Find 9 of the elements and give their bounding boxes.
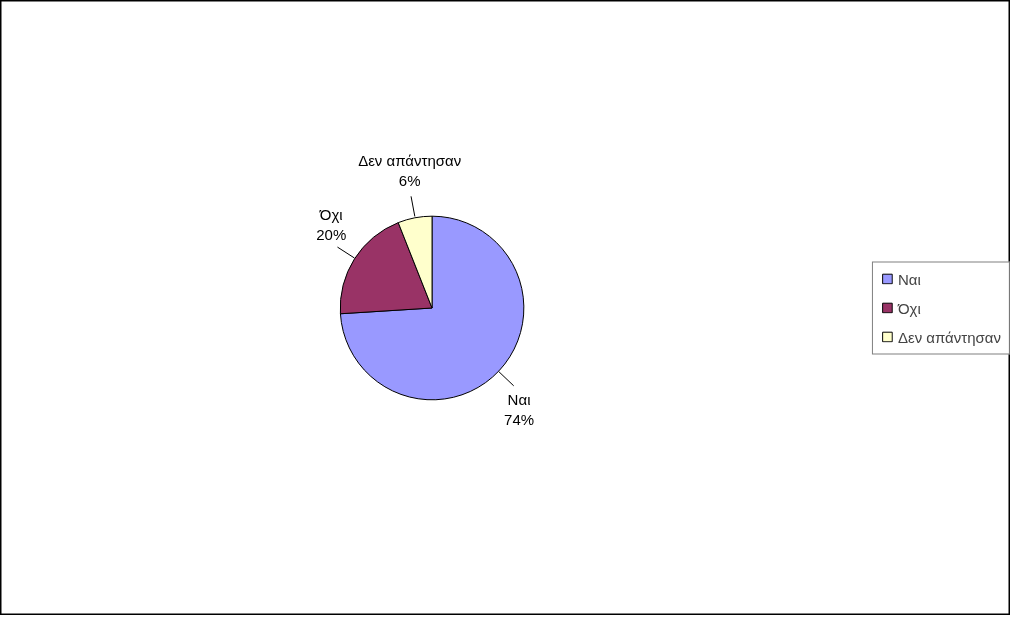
slice-label: Όχι	[318, 205, 343, 223]
data-label: 74%	[504, 411, 535, 429]
legend-label: Ναι	[897, 270, 921, 287]
legend-label: Δεν απάντησαν	[897, 328, 1001, 345]
data-label: 20%	[316, 226, 347, 244]
slice-label: Δεν απάντησαν	[358, 151, 462, 169]
legend-label: Όχι	[897, 299, 921, 316]
data-label: 6%	[398, 172, 421, 190]
slice-label: Ναι	[507, 390, 531, 408]
